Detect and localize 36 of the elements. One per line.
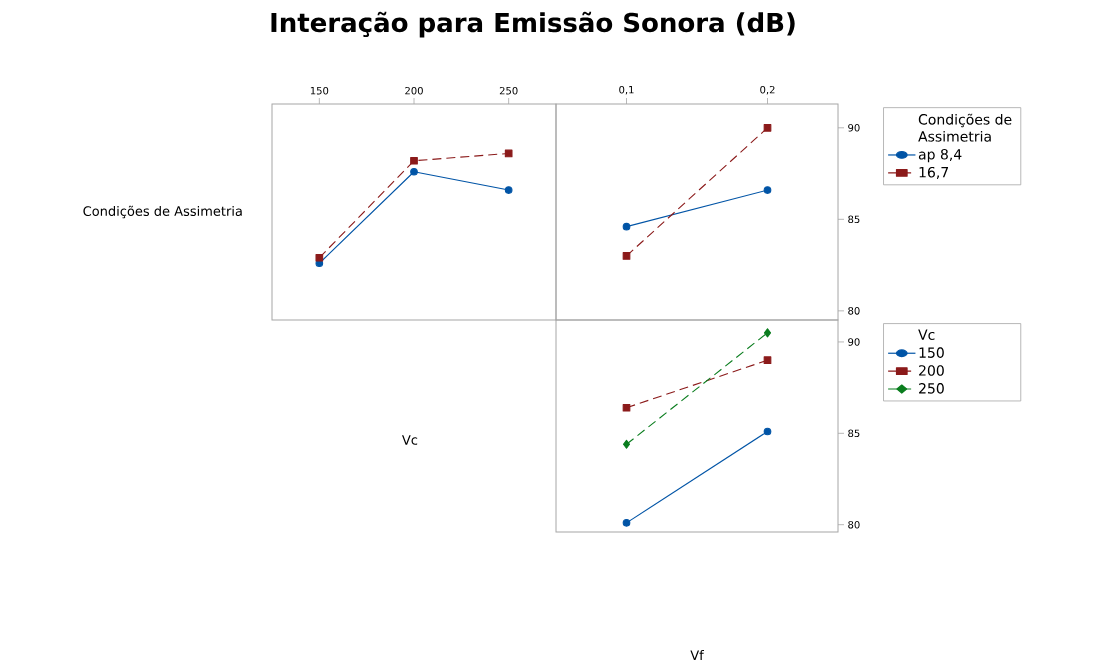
x-tick-label: 150	[310, 86, 329, 95]
point	[315, 253, 324, 262]
y-axis-title: Vc	[402, 435, 418, 445]
point	[763, 356, 772, 365]
chart-title: Interação para Emissão Sonora (dB)	[271, 11, 795, 38]
point	[504, 186, 513, 194]
y-tick-label: 85	[848, 215, 860, 224]
point	[622, 403, 631, 412]
legend-label: ap 8,4	[918, 149, 962, 163]
legend-label: 16,7	[919, 166, 949, 179]
point	[622, 439, 631, 449]
point	[622, 222, 631, 231]
legend-label: 150	[919, 347, 944, 358]
y-tick-label: 80	[848, 520, 860, 529]
y-tick-label: 85	[848, 429, 860, 438]
y-axis-title: Condições de Assimetria	[83, 205, 242, 219]
point	[504, 149, 513, 158]
point	[763, 186, 772, 194]
x-axis-title: Vf	[690, 650, 704, 660]
legend-label: 250	[919, 383, 944, 394]
x-tick-label: 200	[405, 86, 423, 95]
legend-title: Vc	[918, 329, 935, 340]
legend-label: 200	[919, 365, 944, 376]
point	[763, 427, 772, 436]
point	[763, 328, 772, 338]
x-tick-label: 0,2	[760, 85, 775, 95]
point	[763, 123, 772, 132]
point	[410, 167, 418, 176]
point	[410, 156, 418, 165]
x-tick-label: 0,1	[619, 85, 634, 95]
y-tick-label: 80	[848, 307, 860, 315]
point	[622, 519, 631, 527]
x-tick-label: 250	[499, 86, 518, 95]
y-tick-label: 90	[848, 338, 860, 346]
point	[622, 252, 631, 260]
y-tick-label: 90	[848, 124, 860, 132]
